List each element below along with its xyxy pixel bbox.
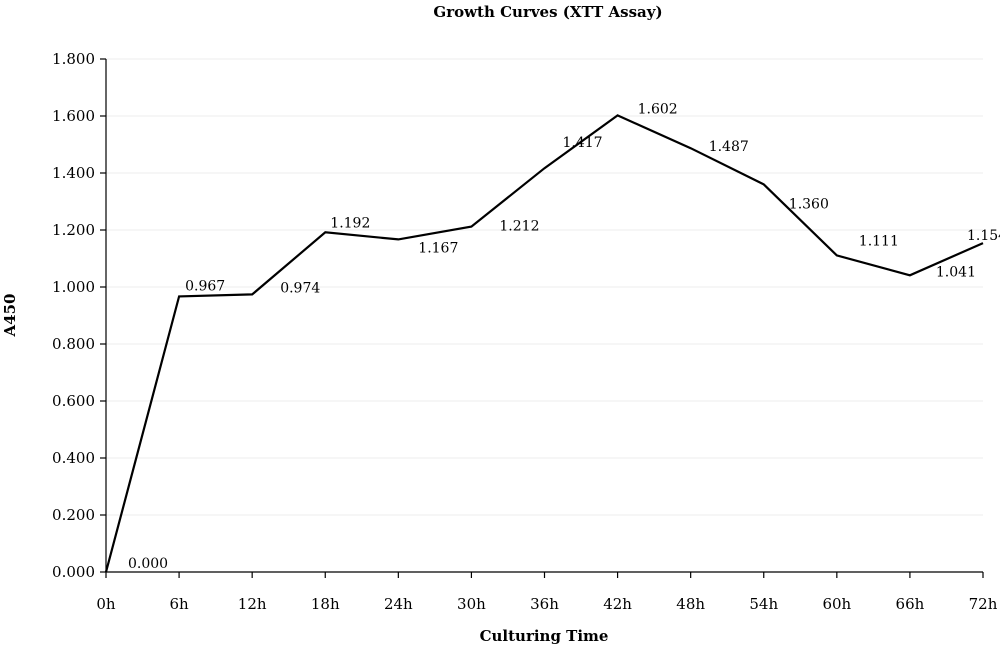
x-tick-label: 36h (530, 595, 559, 613)
y-tick-label: 0.600 (52, 392, 95, 410)
x-tick-label: 6h (169, 595, 189, 613)
y-tick-label: 1.200 (52, 221, 95, 239)
x-tick-label: 42h (603, 595, 632, 613)
series-layer (104, 114, 984, 573)
data-label: 1.111 (859, 233, 899, 249)
x-tick-label: 18h (311, 595, 340, 613)
grid-lines (106, 58, 983, 516)
x-tick-label: 0h (96, 595, 116, 613)
y-tick-label: 1.000 (52, 278, 95, 296)
y-tick-label: 0.800 (52, 335, 95, 353)
data-labels: 0.000 0.967 0.974 1.192 1.167 1.212 1.417 1.602… (128, 101, 1000, 572)
y-tick-label: 1.600 (52, 107, 95, 125)
data-label: 1.487 (709, 139, 749, 155)
y-tick-label: 1.400 (52, 164, 95, 182)
x-tick-label: 66h (896, 595, 925, 613)
y-tick-label: 0.200 (52, 506, 95, 524)
data-label: 1.041 (936, 264, 976, 280)
y-tick-label: 0.000 (52, 563, 95, 581)
x-tick-label: 30h (457, 595, 486, 613)
data-label: 0.967 (185, 278, 225, 294)
data-label: 1.602 (638, 101, 678, 117)
data-label: 1.167 (418, 240, 458, 256)
data-label: 1.154 (967, 228, 1000, 244)
data-label: 1.212 (499, 219, 539, 235)
x-tick-label: 60h (822, 595, 851, 613)
chart-title: Growth Curves (XTT Assay) (433, 3, 662, 21)
data-label: 1.192 (330, 215, 370, 231)
x-axis-label: Culturing Time (480, 627, 609, 645)
x-tick-label: 54h (749, 595, 778, 613)
x-tick-label: 12h (238, 595, 267, 613)
y-axis-label: A450 (1, 294, 19, 338)
x-tick-label: 48h (676, 595, 705, 613)
y-tick-label: 0.400 (52, 449, 95, 467)
data-label: 0.974 (280, 280, 320, 296)
data-label: 1.417 (563, 135, 603, 151)
data-label: 0.000 (128, 556, 168, 572)
x-tick-label: 24h (384, 595, 413, 613)
data-label: 1.360 (789, 196, 829, 212)
series-line (104, 114, 984, 573)
y-tick-label: 1.800 (52, 50, 95, 68)
x-tick-label: 72h (969, 595, 998, 613)
y-axis: 0.000 0.200 0.400 0.600 0.800 1.000 1.200 1.400… (52, 50, 107, 581)
x-axis: 0h 6h 12h 18h 24h 30h 36h 42h 48h 54h 60h 66h 72h (96, 571, 998, 613)
